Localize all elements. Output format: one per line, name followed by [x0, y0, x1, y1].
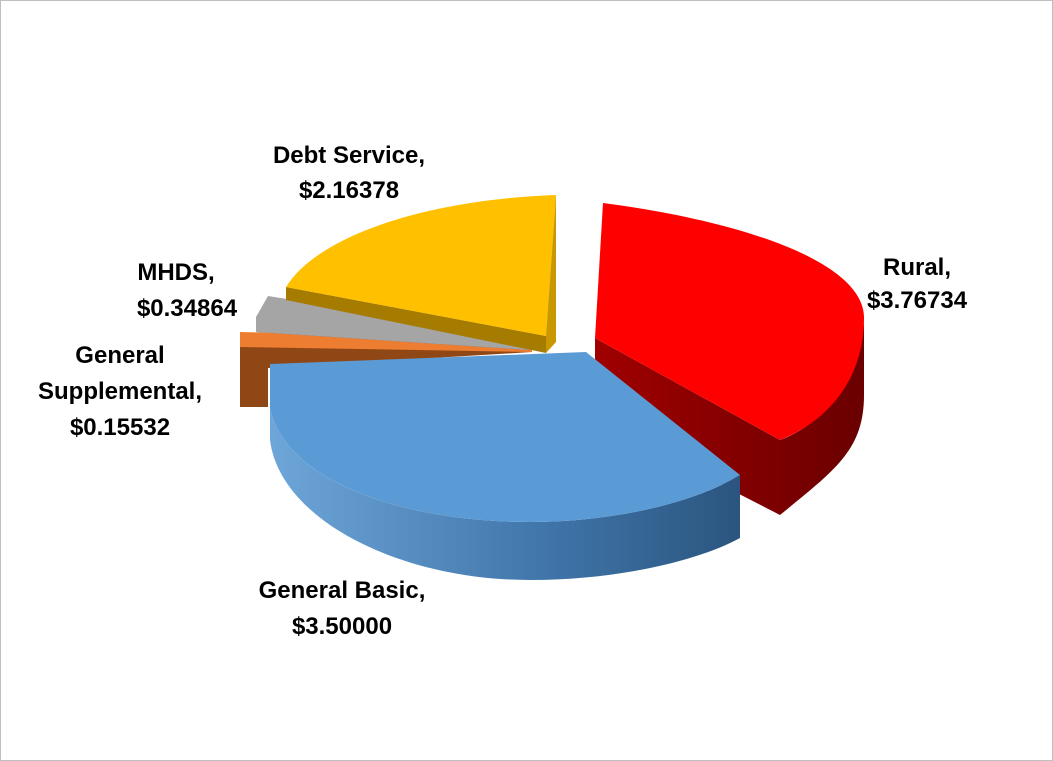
label-general-basic-name: General Basic,: [259, 577, 426, 604]
label-rural-name: Rural,: [883, 254, 951, 281]
slice-side-debt-service-right: [546, 195, 556, 353]
label-mhds-name: MHDS,: [137, 259, 214, 286]
label-debt-service-value: $2.16378: [299, 177, 399, 204]
label-general-supplemental-name-2: Supplemental,: [38, 378, 202, 405]
slice-side-debt-service: [286, 287, 546, 353]
label-rural-value: $3.76734: [867, 287, 968, 314]
label-mhds-value: $0.34864: [137, 295, 238, 322]
label-debt-service-name: Debt Service,: [273, 142, 425, 169]
slice-general-basic: [270, 352, 740, 522]
label-general-supplemental-name-1: General: [75, 342, 164, 369]
slice-mhds: [256, 296, 530, 350]
slice-side-general-basic: [270, 408, 740, 580]
slice-side-rural: [595, 318, 864, 515]
label-general-basic-value: $3.50000: [292, 613, 392, 640]
slice-side-general-supplemental: [240, 339, 532, 407]
slice-rural: [595, 203, 864, 440]
label-general-supplemental-value: $0.15532: [70, 414, 170, 441]
slice-general-supplemental: [240, 332, 532, 352]
slice-debt-service: [286, 195, 556, 336]
